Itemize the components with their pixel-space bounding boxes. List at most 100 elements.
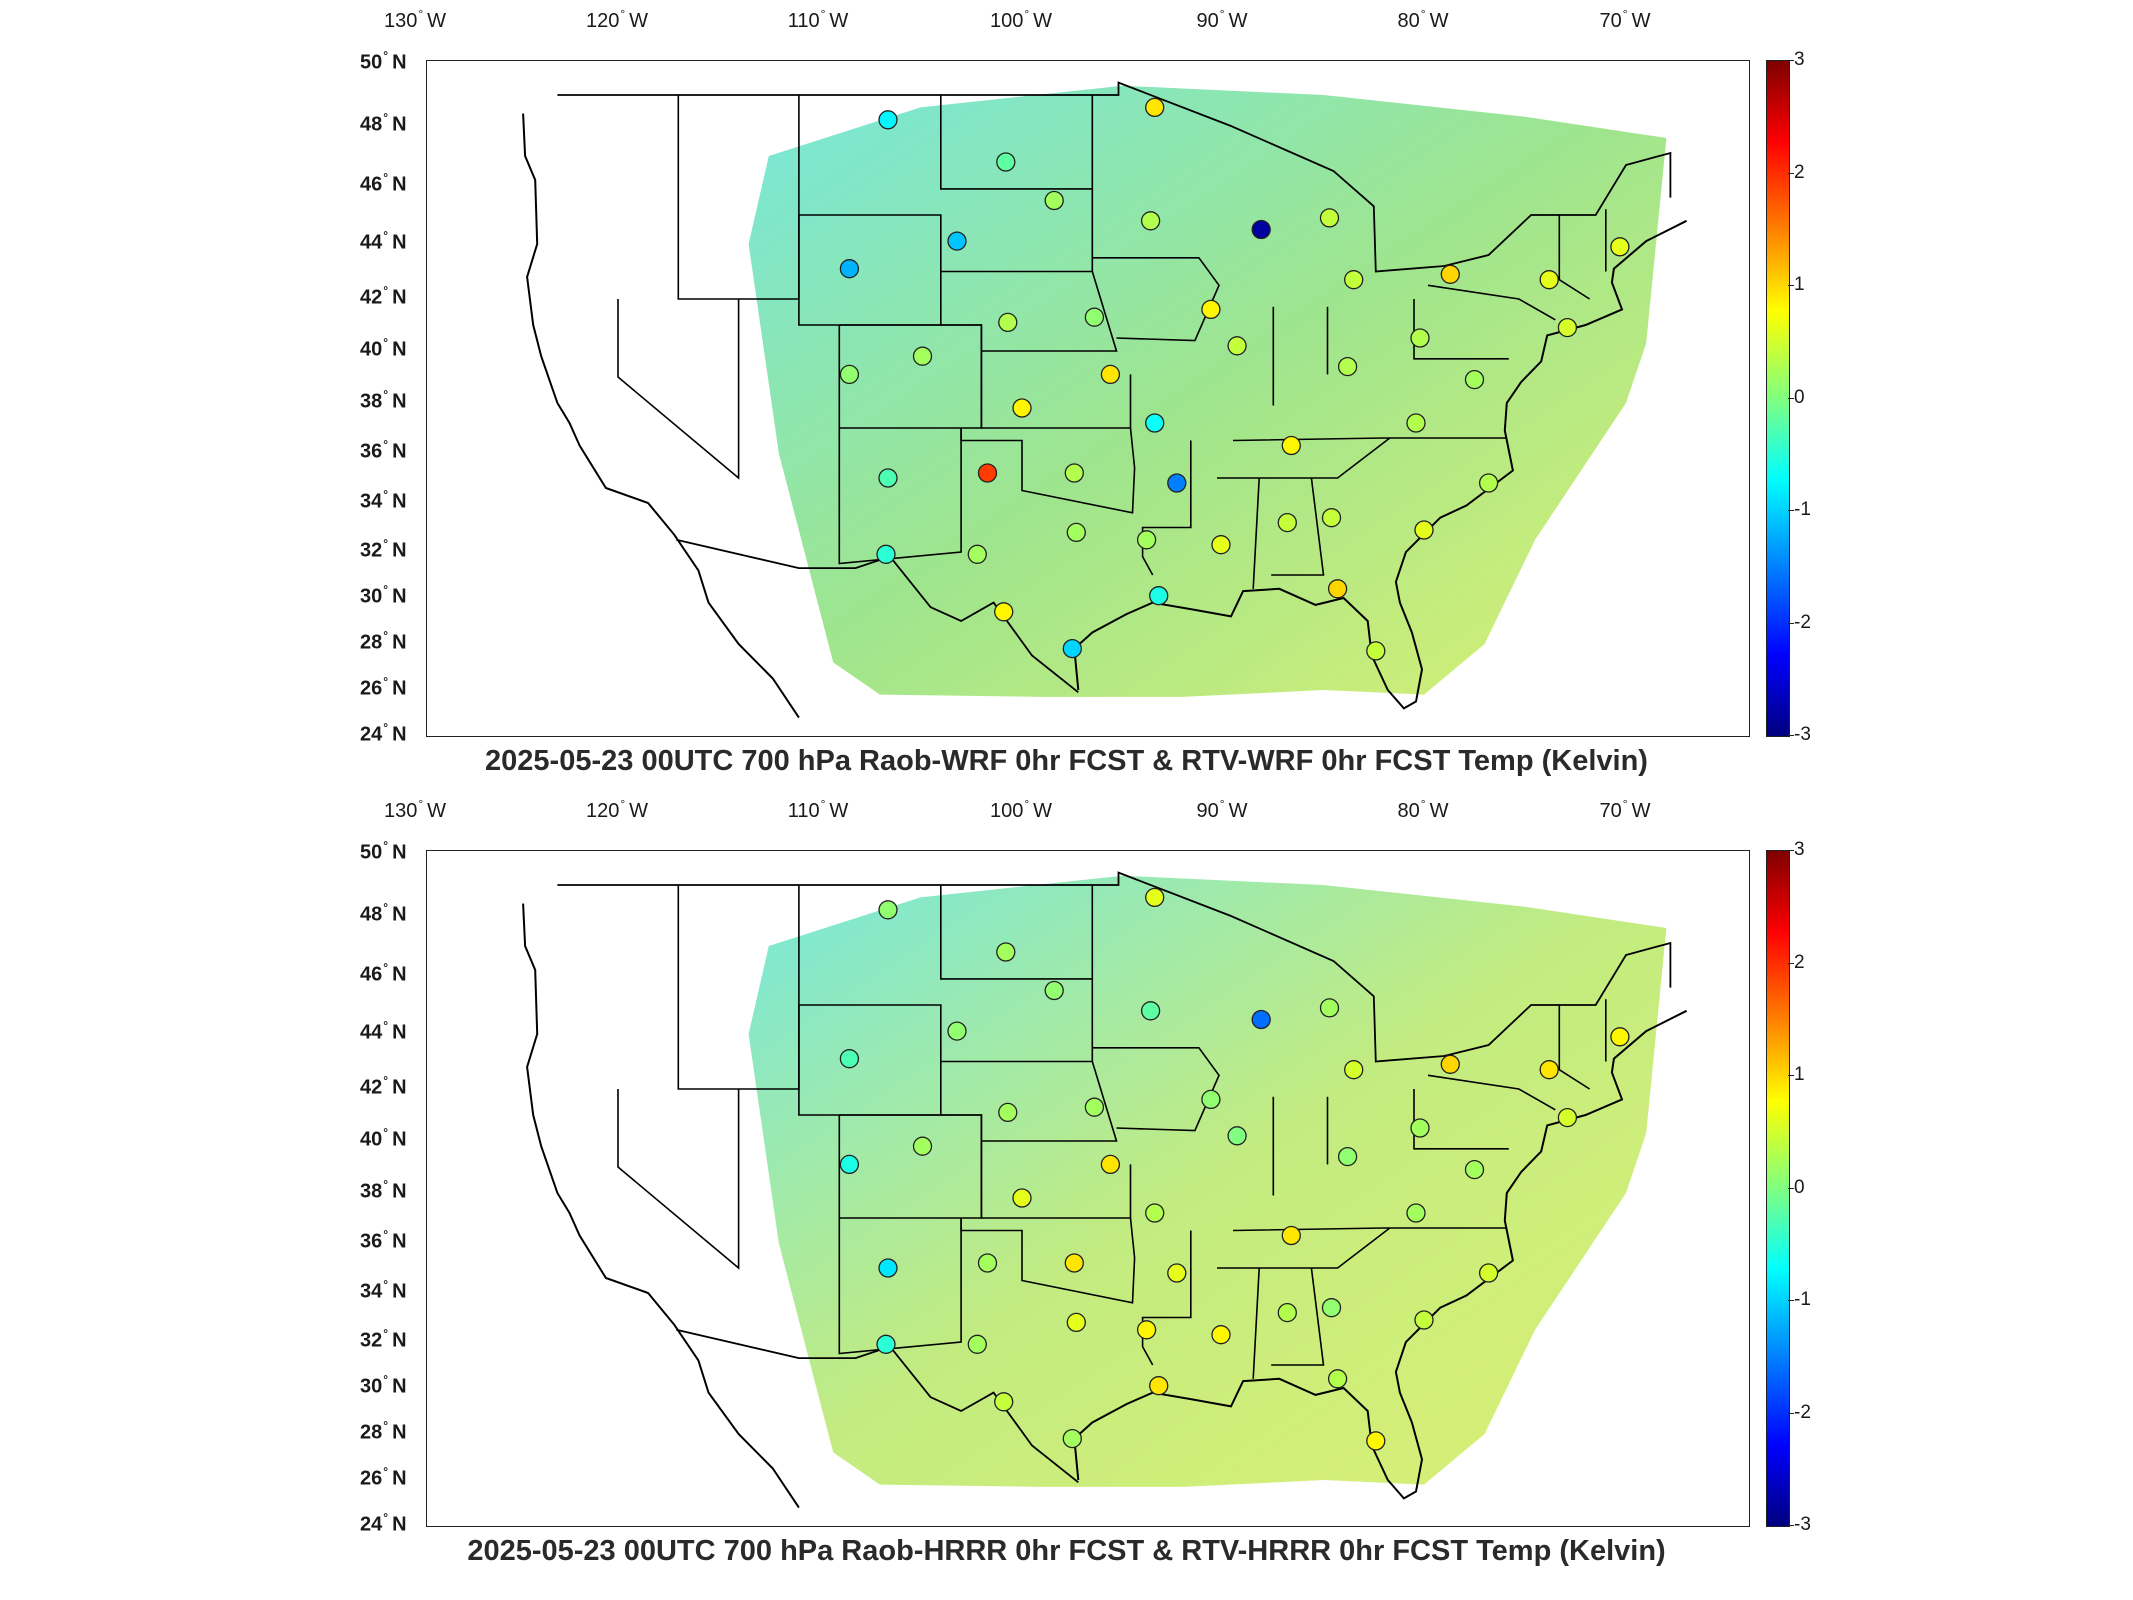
raob-station-ilx bbox=[1227, 336, 1247, 356]
raob-station-apx bbox=[1319, 208, 1340, 228]
raob-station-gjt bbox=[839, 1154, 860, 1175]
raob-station-ama bbox=[977, 463, 998, 483]
state-boundary bbox=[1558, 215, 1591, 300]
raob-station-ddc bbox=[1012, 1188, 1032, 1208]
colorbar-tick-label: -2 bbox=[1794, 611, 1811, 633]
raob-station-lbf bbox=[998, 1102, 1018, 1123]
raob-station-mhx bbox=[1478, 1263, 1499, 1283]
latitude-tick-label: 50° N bbox=[360, 838, 407, 864]
raob-station-grb bbox=[1251, 219, 1271, 240]
raob-station-lbf bbox=[998, 312, 1018, 333]
state-boundary bbox=[1252, 477, 1260, 589]
state-boundary bbox=[1558, 1005, 1591, 1090]
state-boundary bbox=[1232, 437, 1507, 442]
state-boundary bbox=[1141, 440, 1192, 576]
colorbar-tick-mark bbox=[1788, 172, 1794, 174]
canada-border bbox=[557, 871, 1672, 1063]
raob-station-lzk bbox=[1167, 1263, 1187, 1283]
state-boundary bbox=[838, 428, 962, 565]
colorbar-tick-label: -3 bbox=[1794, 1514, 1811, 1535]
raob-station-dtx bbox=[1344, 1060, 1364, 1080]
raob-station-oax bbox=[1084, 1097, 1105, 1117]
latitude-tick-label: 28° N bbox=[360, 1418, 407, 1444]
latitude-tick-label: 38° N bbox=[360, 1177, 407, 1203]
longitude-tick-label: 130° W bbox=[383, 797, 447, 822]
latitude-tick-label: 40° N bbox=[360, 1125, 407, 1151]
raob-station-pit bbox=[1410, 1118, 1430, 1138]
raob-station-ffc bbox=[1321, 508, 1342, 528]
colorbar-tick-label: 3 bbox=[1794, 49, 1805, 70]
longitude-tick-label: 120° W bbox=[585, 7, 649, 32]
state-boundary bbox=[1092, 1047, 1220, 1132]
raob-station-iln bbox=[1337, 1146, 1358, 1167]
latitude-tick-label: 44° N bbox=[360, 228, 407, 254]
raob-station-drt bbox=[994, 1392, 1014, 1412]
state-boundary bbox=[1252, 1267, 1260, 1379]
raob-station-bis bbox=[996, 942, 1016, 962]
colorbar-tick-mark bbox=[1788, 285, 1794, 286]
raob-station-ffc bbox=[1321, 1298, 1342, 1318]
state-boundary bbox=[1217, 1227, 1391, 1269]
raob-station-alb bbox=[1539, 270, 1559, 290]
raob-station-dvn bbox=[1201, 299, 1221, 320]
map-plot-area bbox=[426, 850, 1750, 1527]
colorbar-tick-mark bbox=[1788, 1300, 1794, 1301]
longitude-tick-label: 110° W bbox=[787, 797, 849, 822]
state-boundary bbox=[617, 299, 740, 480]
state-boundary bbox=[1427, 1074, 1556, 1111]
raob-station-lzk bbox=[1167, 473, 1187, 493]
latitude-tick-label: 44° N bbox=[360, 1018, 407, 1044]
west-coastline bbox=[522, 903, 800, 1509]
latitude-tick-label: 46° N bbox=[360, 960, 407, 986]
colorbar-tick-label: 1 bbox=[1794, 274, 1805, 295]
raob-station-shv bbox=[1136, 530, 1157, 550]
raob-station-tlh bbox=[1327, 579, 1348, 599]
colorbar-tick-mark bbox=[1788, 1412, 1794, 1414]
raob-station-rnk bbox=[1406, 413, 1426, 433]
colorbar-tick-mark bbox=[1788, 962, 1794, 964]
retrieval-field-swath bbox=[748, 85, 1667, 697]
raob-station-grb bbox=[1251, 1009, 1271, 1030]
raob-station-mpx bbox=[1140, 1001, 1161, 1021]
raob-station-iln bbox=[1337, 356, 1358, 377]
latitude-tick-label: 24° N bbox=[360, 1510, 407, 1536]
panel-title: 2025-05-23 00UTC 700 hPa Raob-WRF 0hr FC… bbox=[485, 745, 1648, 777]
longitude-tick-label: 80° W bbox=[1397, 7, 1449, 32]
raob-station-mpx bbox=[1140, 211, 1161, 231]
map-svg bbox=[522, 81, 1688, 719]
raob-station-gyx bbox=[1610, 237, 1630, 257]
retrieval-field-swath bbox=[748, 875, 1667, 1487]
raob-station-shv bbox=[1136, 1320, 1157, 1340]
mexico-border bbox=[676, 538, 1079, 694]
panel-title: 2025-05-23 00UTC 700 hPa Raob-HRRR 0hr F… bbox=[467, 1535, 1666, 1567]
state-boundary bbox=[940, 885, 1093, 980]
colorbar bbox=[1766, 60, 1790, 737]
latitude-tick-label: 32° N bbox=[360, 536, 407, 562]
state-boundary bbox=[960, 427, 1136, 514]
raob-station-tbw bbox=[1366, 1431, 1386, 1451]
raob-station-dnr bbox=[912, 1136, 933, 1156]
raob-station-sgf bbox=[1145, 413, 1165, 433]
raob-station-tlh bbox=[1327, 1369, 1348, 1389]
colorbar-tick-label: 3 bbox=[1794, 839, 1805, 860]
raob-station-abq bbox=[878, 1258, 898, 1278]
state-boundary bbox=[980, 1141, 1132, 1219]
raob-station-gjt bbox=[839, 364, 860, 385]
map-panel-bottom: 130° W 120° W 110° W 100° W 90° W 80° W 70° W 50° N 48°… bbox=[0, 790, 2133, 1600]
raob-station-alb bbox=[1539, 1060, 1559, 1080]
raob-station-rnk bbox=[1406, 1203, 1426, 1223]
colorbar-tick-label: 0 bbox=[1794, 386, 1805, 408]
map-panel-top: 130° W 120° W 110° W 100° W 90° W 80° W 70° W 50° N 48°… bbox=[0, 0, 2133, 790]
raob-station-jan bbox=[1211, 1325, 1231, 1345]
state-boundary bbox=[1427, 284, 1556, 321]
latitude-tick-label: 48° N bbox=[360, 900, 407, 926]
longitude-tick-label: 130° W bbox=[383, 7, 447, 32]
raob-station-fwd bbox=[1066, 522, 1086, 543]
raob-station-iad bbox=[1464, 1159, 1485, 1180]
canada-border bbox=[557, 81, 1672, 273]
raob-station-iad bbox=[1464, 369, 1485, 390]
raob-station-riw bbox=[839, 259, 860, 279]
raob-station-epz bbox=[876, 1334, 896, 1354]
raob-station-crp bbox=[1062, 638, 1082, 659]
raob-station-dtx bbox=[1344, 270, 1364, 290]
